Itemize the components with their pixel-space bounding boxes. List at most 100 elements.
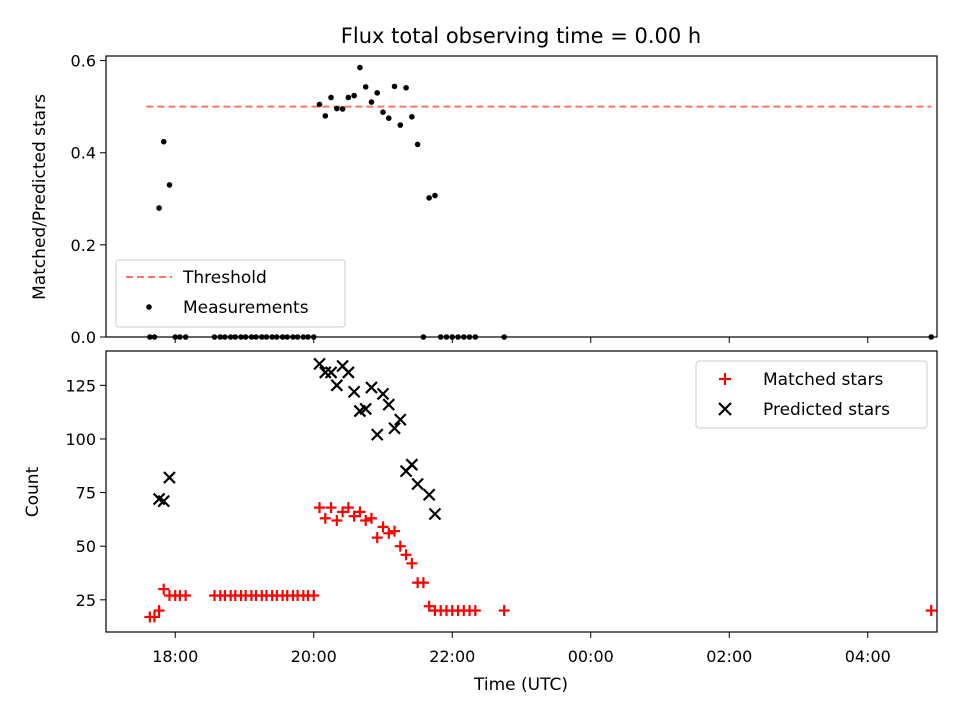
predicted-stars-point — [370, 428, 384, 441]
measurement-point — [248, 334, 255, 340]
predicted-stars-point — [428, 507, 442, 521]
predicted-stars-point — [382, 398, 396, 411]
bottom-ytick-label: 100 — [65, 430, 96, 449]
matched-stars-point — [319, 512, 331, 524]
bottom-xtick-label: 00:00 — [568, 647, 614, 666]
matched-stars-point — [371, 532, 383, 544]
legend-predicted-label: Predicted stars — [763, 400, 890, 420]
measurement-point — [414, 141, 421, 148]
chart-title: Flux total observing time = 0.00 h — [341, 24, 701, 48]
matched-stars-point — [469, 605, 481, 617]
top-panel-frame — [105, 55, 938, 338]
measurement-point — [345, 94, 352, 101]
matched-stars-point — [498, 605, 510, 617]
legend-predicted-swatch — [718, 402, 732, 416]
bottom-ytick-label: 50 — [76, 537, 96, 556]
measurement-point — [351, 92, 357, 99]
measurement-point — [455, 334, 461, 340]
bottom-ytick-label: 75 — [76, 484, 96, 503]
measurement-point — [222, 334, 228, 340]
measurement-point — [300, 334, 307, 340]
measurement-point — [362, 84, 369, 90]
matched-stars-point — [377, 521, 389, 533]
measurement-point — [501, 334, 507, 340]
predicted-stars-point — [422, 488, 436, 501]
measurement-point — [391, 83, 398, 90]
legend-matched-swatch — [719, 373, 731, 385]
measurement-point — [472, 334, 479, 340]
measurement-point — [294, 334, 301, 340]
measurement-point — [432, 192, 438, 199]
measurement-point — [217, 334, 224, 340]
measurement-point — [305, 334, 311, 340]
predicted-stars-point — [411, 477, 424, 491]
bottom-panel-frame — [105, 350, 938, 633]
predicted-stars-point — [330, 379, 344, 392]
matched-stars-point — [180, 590, 192, 602]
matched-stars-point — [360, 514, 372, 526]
measurement-point — [172, 334, 179, 340]
measurement-point — [328, 94, 334, 101]
measurement-point — [147, 334, 153, 340]
measurement-point — [211, 334, 218, 340]
matched-stars-point — [337, 506, 349, 518]
measurement-point — [357, 64, 363, 71]
predicted-stars-point — [157, 494, 170, 508]
matched-stars-point — [325, 502, 337, 514]
predicted-stars-point — [324, 366, 338, 379]
top-legend: Threshold Measurements — [115, 259, 346, 328]
measurement-point — [177, 334, 183, 340]
matched-stars-point — [383, 527, 395, 539]
matched-stars-point — [314, 502, 326, 514]
matched-stars-point — [400, 549, 412, 561]
measurement-point — [385, 115, 392, 121]
measurement-point — [316, 101, 323, 108]
matched-stars-point — [417, 577, 429, 589]
matched-stars-point — [389, 525, 401, 537]
measurement-point — [263, 334, 270, 340]
bottom-ylabel: Count — [23, 466, 43, 517]
measurement-point — [466, 334, 473, 340]
matched-stars-point — [365, 512, 377, 524]
top-ytick-label: 0.2 — [71, 236, 96, 255]
predicted-stars-point — [313, 357, 326, 371]
measurement-point — [238, 334, 244, 340]
measurement-point — [437, 334, 444, 340]
matched-stars-point — [423, 600, 435, 612]
measurement-point — [403, 84, 409, 91]
matched-stars-point — [308, 590, 320, 602]
top-ytick-label: 0.0 — [71, 328, 96, 347]
measurement-point — [232, 334, 239, 340]
bottom-legend: Matched stars Predicted stars — [695, 360, 928, 429]
matched-stars-point — [925, 605, 937, 617]
matched-stars-point — [394, 540, 406, 552]
bottom-ytick-label: 125 — [65, 376, 96, 395]
matched-stars-point — [331, 514, 343, 526]
measurement-point — [409, 114, 415, 120]
top-ylabel: Matched/Predicted stars — [30, 94, 50, 300]
predicted-stars-point — [405, 458, 419, 471]
predicted-stars-point — [365, 381, 378, 394]
measurement-point — [290, 334, 296, 340]
matched-stars-point — [342, 502, 354, 514]
bottom-xtick-label: 18:00 — [152, 647, 198, 666]
bottom-xtick-label: 20:00 — [291, 647, 337, 666]
matched-stars-point — [354, 506, 366, 518]
measurement-point — [269, 334, 276, 340]
predicted-stars-point — [376, 387, 390, 401]
predicted-stars-point — [388, 421, 401, 435]
legend-measurements-swatch — [146, 304, 152, 310]
bottom-xtick-label: 02:00 — [706, 647, 752, 666]
measurement-point — [460, 334, 467, 340]
measurement-point — [420, 334, 427, 340]
measurement-point — [166, 182, 173, 188]
predicted-stars-point — [319, 366, 332, 379]
measurement-point — [380, 109, 386, 115]
top-ytick-label: 0.4 — [71, 144, 96, 163]
measurement-point — [443, 334, 450, 340]
top-ytick-label: 0.6 — [71, 52, 96, 71]
predicted-stars-point — [394, 413, 407, 426]
bottom-ytick-label: 25 — [76, 591, 96, 610]
measurement-point — [156, 205, 162, 211]
measurement-point — [374, 90, 381, 96]
